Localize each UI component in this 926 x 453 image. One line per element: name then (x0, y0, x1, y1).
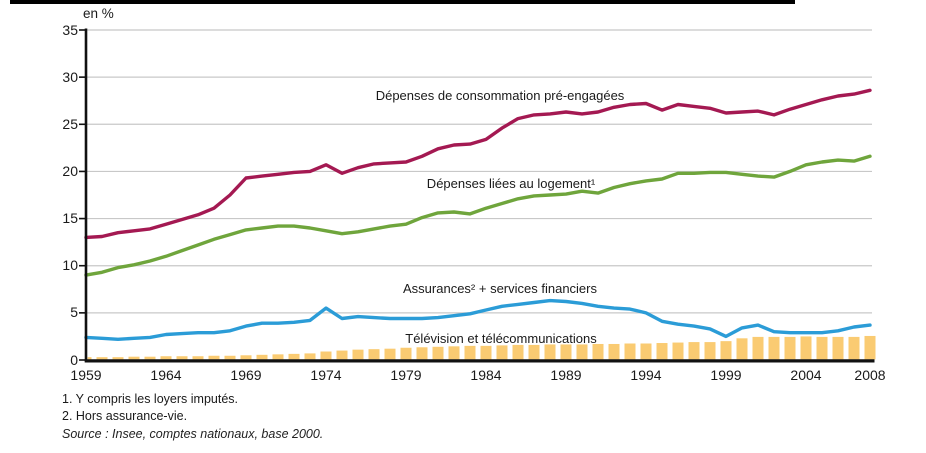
bar-1960 (96, 357, 108, 360)
bar-1975 (336, 350, 348, 360)
axes (79, 28, 875, 363)
bar-1979 (400, 347, 412, 360)
bar-1980 (416, 347, 428, 360)
bar-1989 (560, 344, 572, 360)
source-line: Source : Insee, comptes nationaux, base … (62, 427, 324, 441)
bar-2002 (768, 336, 780, 360)
bar-1965 (176, 356, 188, 360)
bar-1971 (272, 354, 284, 360)
bar-1995 (656, 343, 668, 360)
bar-1966 (192, 356, 204, 360)
bar-1959 (87, 357, 92, 360)
y-tick-label-20: 20 (62, 162, 78, 179)
bar-1961 (112, 357, 124, 360)
x-tick-label-1959: 1959 (70, 367, 102, 383)
bar-2005 (816, 336, 828, 360)
bar-1993 (624, 343, 636, 360)
bars-tv-telecom (87, 335, 876, 360)
bar-1994 (640, 343, 652, 360)
y-tick-label-35: 35 (62, 21, 78, 38)
x-tick-label-1984: 1984 (470, 367, 502, 383)
y-tick-label-10: 10 (62, 257, 78, 274)
x-tick-label-1974: 1974 (310, 367, 342, 383)
series-label-logement: Dépenses liées au logement¹ (426, 176, 596, 191)
bar-2006 (832, 336, 844, 360)
bar-1973 (304, 353, 316, 360)
bar-1982 (448, 346, 460, 360)
x-tick-label-1969: 1969 (230, 367, 262, 383)
bar-1988 (544, 344, 556, 360)
line-pre_engagees (84, 88, 872, 240)
figure-top-rule (10, 0, 795, 4)
bar-1964 (160, 356, 172, 360)
bar-1970 (256, 354, 268, 360)
bar-1981 (432, 346, 444, 360)
bar-1984 (480, 345, 492, 360)
bar-2001 (752, 336, 764, 360)
x-tick-label-1994: 1994 (630, 367, 662, 383)
y-axis-unit-label: en % (83, 6, 114, 21)
bar-1986 (512, 344, 524, 360)
bar-1998 (704, 342, 716, 360)
bar-2004 (800, 336, 812, 360)
y-tick-label-25: 25 (62, 115, 78, 132)
series-label-tv-telecom: Télévision et télécommunications (405, 331, 597, 346)
x-tick-label-1964: 1964 (150, 367, 182, 383)
gridlines (86, 29, 872, 314)
bar-2003 (784, 336, 796, 360)
bar-1972 (288, 353, 300, 360)
bar-1976 (352, 349, 364, 360)
line-logement (84, 154, 872, 277)
series-label-assurances: Assurances² + services financiers (403, 281, 597, 296)
bar-2008 (864, 335, 876, 360)
line-assurances (84, 298, 872, 341)
y-tick-label-0: 0 (70, 351, 78, 368)
bar-1968 (224, 355, 236, 360)
y-tick-label-15: 15 (62, 210, 78, 227)
bar-1978 (384, 348, 396, 360)
series-label-pre-engagees: Dépenses de consommation pré-engagées (375, 88, 625, 103)
bar-1963 (144, 356, 156, 360)
x-tick-label-1989: 1989 (550, 367, 582, 383)
bar-1999 (720, 341, 732, 360)
bar-2007 (848, 336, 860, 360)
bar-1974 (320, 351, 332, 360)
x-tick-label-2004: 2004 (790, 367, 822, 383)
x-tick-label-1999: 1999 (710, 367, 742, 383)
bar-1997 (688, 342, 700, 360)
bar-1969 (240, 355, 252, 360)
bar-1987 (528, 344, 540, 360)
footnote-2: 2. Hors assurance-vie. (62, 409, 188, 423)
bar-1996 (672, 342, 684, 360)
bar-1985 (496, 345, 508, 360)
x-tick-label-1979: 1979 (390, 367, 422, 383)
bar-2000 (736, 338, 748, 360)
bar-1962 (128, 356, 140, 360)
x-tick-label-2008: 2008 (854, 367, 886, 383)
bar-1967 (208, 355, 220, 360)
bar-1991 (592, 343, 604, 360)
y-tick-label-30: 30 (62, 68, 78, 85)
bar-1983 (464, 345, 476, 360)
y-tick-label-5: 5 (70, 304, 78, 321)
bar-1990 (576, 344, 588, 360)
footnote-1: 1. Y compris les loyers imputés. (62, 392, 238, 406)
bar-1992 (608, 343, 620, 360)
bar-1977 (368, 349, 380, 360)
